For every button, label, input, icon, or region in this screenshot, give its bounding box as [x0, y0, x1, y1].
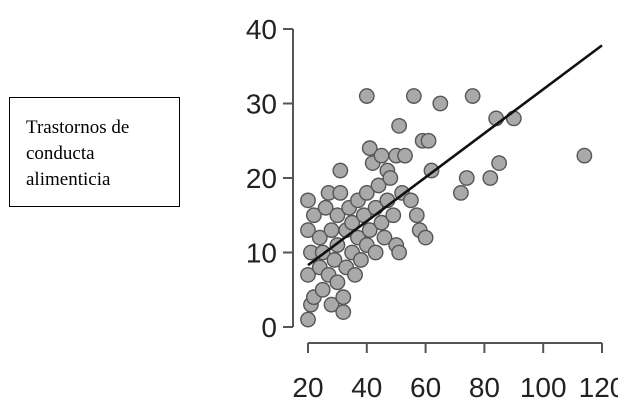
scatter-point [332, 162, 349, 179]
scatter-point [391, 117, 408, 134]
x-tick-label: 100 [520, 372, 567, 403]
scatter-point [300, 192, 316, 209]
scatter-point [432, 95, 449, 112]
scatter-point [464, 88, 481, 104]
y-axis-label-text: Trastornos de conducta alimenticia [26, 117, 130, 190]
scatter-point [482, 170, 499, 186]
x-tick-label: 80 [469, 372, 500, 403]
scatter-point [317, 199, 334, 216]
scatter-point [358, 184, 375, 201]
scatter-point [326, 252, 343, 268]
x-tick-label: 40 [351, 372, 382, 403]
scatter-point [452, 184, 469, 201]
scatter-point [417, 229, 434, 246]
scatter-point [329, 207, 346, 224]
scatter-point [335, 304, 352, 320]
scatter-point [505, 110, 522, 127]
scatter-point [323, 296, 340, 313]
x-axis: 20 40 60 80 100 120 [292, 342, 618, 403]
x-tick-label: 120 [579, 372, 618, 403]
y-tick-label: 0 [261, 312, 277, 343]
scatter-point [420, 132, 437, 149]
scatter-point [361, 140, 378, 157]
scatter-point [373, 214, 390, 231]
y-axis: 0 10 20 30 40 [246, 14, 294, 343]
scatter-point [305, 207, 322, 224]
scatter-point [335, 289, 352, 306]
x-tick-label: 20 [292, 372, 323, 403]
scatter-point [314, 281, 331, 298]
scatter-point [347, 266, 363, 283]
y-tick-label: 10 [246, 238, 277, 269]
scatter-point [311, 229, 328, 246]
scatter-point [491, 155, 507, 172]
scatter-point [329, 274, 346, 291]
scatter-point [458, 170, 475, 186]
y-tick-label: 30 [246, 89, 277, 120]
scatter-point [385, 207, 402, 224]
scatter-point [367, 244, 384, 261]
scatter-point [402, 192, 419, 209]
regression-line [307, 44, 603, 267]
scatter-point [408, 207, 425, 224]
x-tick-label: 60 [410, 372, 441, 403]
scatter-point [382, 170, 399, 186]
scatter-point [370, 177, 387, 194]
scatter-point [576, 147, 593, 164]
scatter-point [353, 252, 369, 268]
y-tick-label: 20 [246, 163, 277, 194]
scatter-point [405, 88, 422, 104]
scatter-point [332, 184, 349, 201]
scatter-point [300, 266, 316, 283]
scatter-point [361, 222, 378, 239]
scatter-point [358, 88, 375, 104]
scatter-point [300, 311, 316, 328]
data-points [300, 88, 593, 328]
y-axis-label: Trastornos de conducta alimenticia [9, 97, 180, 207]
scatter-point [391, 244, 408, 261]
regression-line-layer [307, 44, 603, 267]
scatter-point [300, 222, 316, 239]
scatter-point [376, 229, 393, 246]
scatter-point [397, 147, 413, 164]
scatter-point [373, 147, 390, 164]
scatter-point [323, 222, 340, 239]
scatter-point [344, 214, 360, 231]
y-tick-label: 40 [246, 14, 277, 45]
